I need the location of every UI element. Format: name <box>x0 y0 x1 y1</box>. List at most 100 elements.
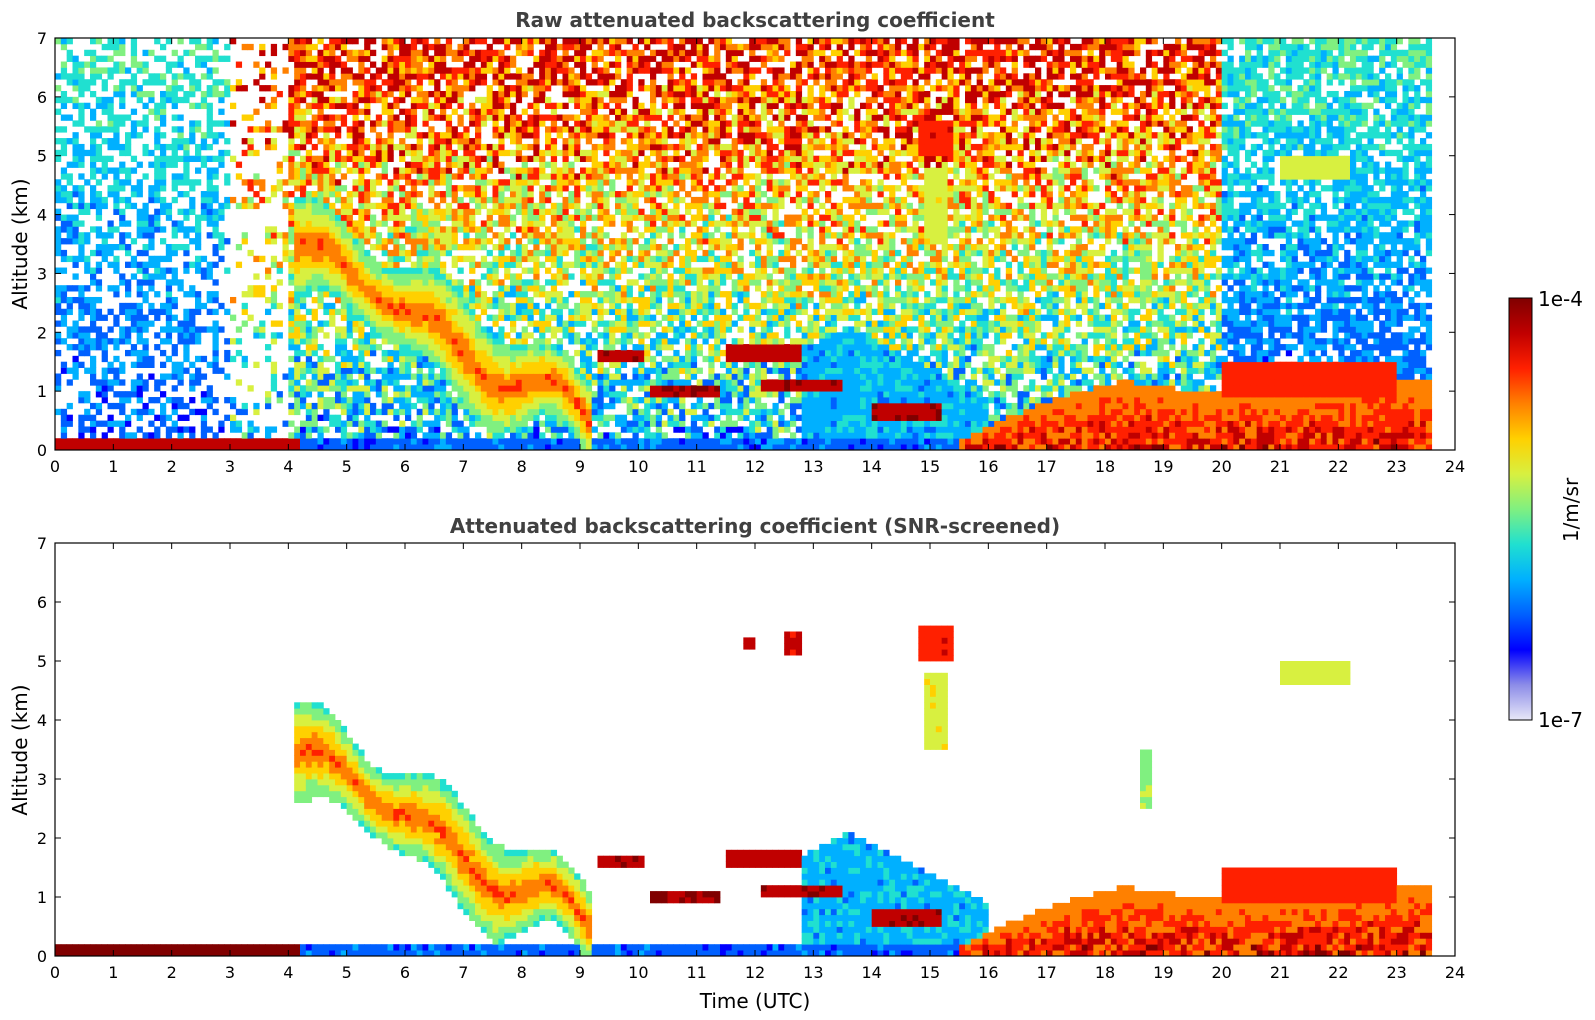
heatmap-cell <box>95 338 103 345</box>
heatmap-cell <box>60 426 68 433</box>
heatmap-cell <box>510 61 517 68</box>
heatmap-cell <box>323 191 330 198</box>
heatmap-cell <box>416 149 423 157</box>
heatmap-cell <box>142 208 149 215</box>
heatmap-cell <box>148 397 155 404</box>
heatmap-cell <box>498 296 505 304</box>
heatmap-cell <box>533 267 540 274</box>
heatmap-cell <box>410 196 418 204</box>
heatmap-cell <box>305 38 313 45</box>
heatmap-cell <box>550 332 558 339</box>
heatmap-cell <box>550 79 558 86</box>
heatmap-cell <box>539 344 546 351</box>
heatmap-cell <box>556 255 563 263</box>
heatmap-cell <box>329 420 336 427</box>
heatmap-cell <box>101 438 108 445</box>
heatmap-cell <box>533 149 540 157</box>
heatmap-cell <box>428 155 435 162</box>
heatmap-cell <box>165 155 173 162</box>
heatmap-cell <box>119 232 126 239</box>
heatmap-cell <box>562 73 569 80</box>
heatmap-cell <box>387 338 394 345</box>
heatmap-cell <box>183 249 190 257</box>
heatmap-cell <box>358 349 365 357</box>
heatmap-cell <box>340 208 348 215</box>
heatmap-cell <box>189 338 196 345</box>
heatmap-cell <box>113 196 120 204</box>
heatmap-cell <box>224 355 231 363</box>
heatmap-cell <box>358 238 365 245</box>
heatmap-cell <box>405 326 412 333</box>
heatmap-cell <box>300 296 307 304</box>
heatmap-cell <box>305 179 313 186</box>
heatmap-cell <box>72 220 79 227</box>
heatmap-cell <box>562 397 569 404</box>
heatmap-cell <box>66 38 73 45</box>
heatmap-cell <box>171 185 178 192</box>
heatmap-cell <box>609 143 616 151</box>
heatmap-cell <box>200 302 208 310</box>
heatmap-cell <box>410 261 418 268</box>
heatmap-cell <box>399 244 406 251</box>
heatmap-cell <box>370 191 377 198</box>
heatmap-cell <box>568 332 575 339</box>
heatmap-cell <box>247 143 254 151</box>
heatmap-cell <box>364 273 371 280</box>
heatmap-cell <box>171 314 178 321</box>
heatmap-cell <box>358 279 365 286</box>
heatmap-cell <box>416 191 423 198</box>
heatmap-cell <box>533 408 540 416</box>
heatmap-cell <box>615 126 622 133</box>
heatmap-cell <box>329 67 336 74</box>
heatmap-cell <box>323 138 330 145</box>
heatmap-cell <box>294 314 301 321</box>
heatmap-cell <box>510 402 517 410</box>
heatmap-cell <box>498 379 505 386</box>
heatmap-cell <box>399 149 406 157</box>
heatmap-cell <box>101 244 108 251</box>
heatmap-cell <box>95 96 103 104</box>
heatmap-cell <box>253 79 260 86</box>
heatmap-cell <box>585 314 593 321</box>
heatmap-cell <box>650 108 657 115</box>
heatmap-cell <box>550 73 558 80</box>
heatmap-cell <box>323 96 330 104</box>
heatmap-cell <box>107 232 114 239</box>
heatmap-cell <box>311 420 318 427</box>
heatmap-cell <box>405 226 412 233</box>
heatmap-cell <box>90 73 97 80</box>
heatmap-cell <box>224 90 231 98</box>
heatmap-cell <box>300 85 307 92</box>
heatmap-cell <box>597 161 604 168</box>
heatmap-cell <box>294 226 301 233</box>
heatmap-cell <box>550 349 558 357</box>
heatmap-cell <box>515 96 523 104</box>
heatmap-cell <box>434 296 441 304</box>
heatmap-cell <box>177 438 184 445</box>
heatmap-cell <box>475 196 482 204</box>
heatmap-cell <box>422 361 429 368</box>
heatmap-cell <box>638 114 645 121</box>
heatmap-cell <box>171 349 178 357</box>
heatmap-cell <box>580 249 587 257</box>
heatmap-cell <box>498 397 505 404</box>
heatmap-cell <box>650 126 657 133</box>
heatmap-cell <box>416 408 423 416</box>
heatmap-cell <box>451 438 458 445</box>
heatmap-cell <box>335 126 342 133</box>
heatmap-cell <box>457 226 464 233</box>
heatmap-cell <box>521 267 528 274</box>
heatmap-cell <box>107 220 114 227</box>
heatmap-cell <box>294 344 301 351</box>
heatmap-cell <box>352 385 359 392</box>
heatmap-cell <box>527 320 534 327</box>
heatmap-cell <box>230 444 237 450</box>
heatmap-cell <box>451 285 458 292</box>
heatmap-cell <box>580 208 587 215</box>
heatmap-cell <box>247 438 254 445</box>
heatmap-cell <box>305 120 313 127</box>
heatmap-cell <box>346 402 353 410</box>
heatmap-cell <box>515 249 523 257</box>
heatmap-cell <box>650 90 657 98</box>
heatmap-cell <box>428 232 435 239</box>
